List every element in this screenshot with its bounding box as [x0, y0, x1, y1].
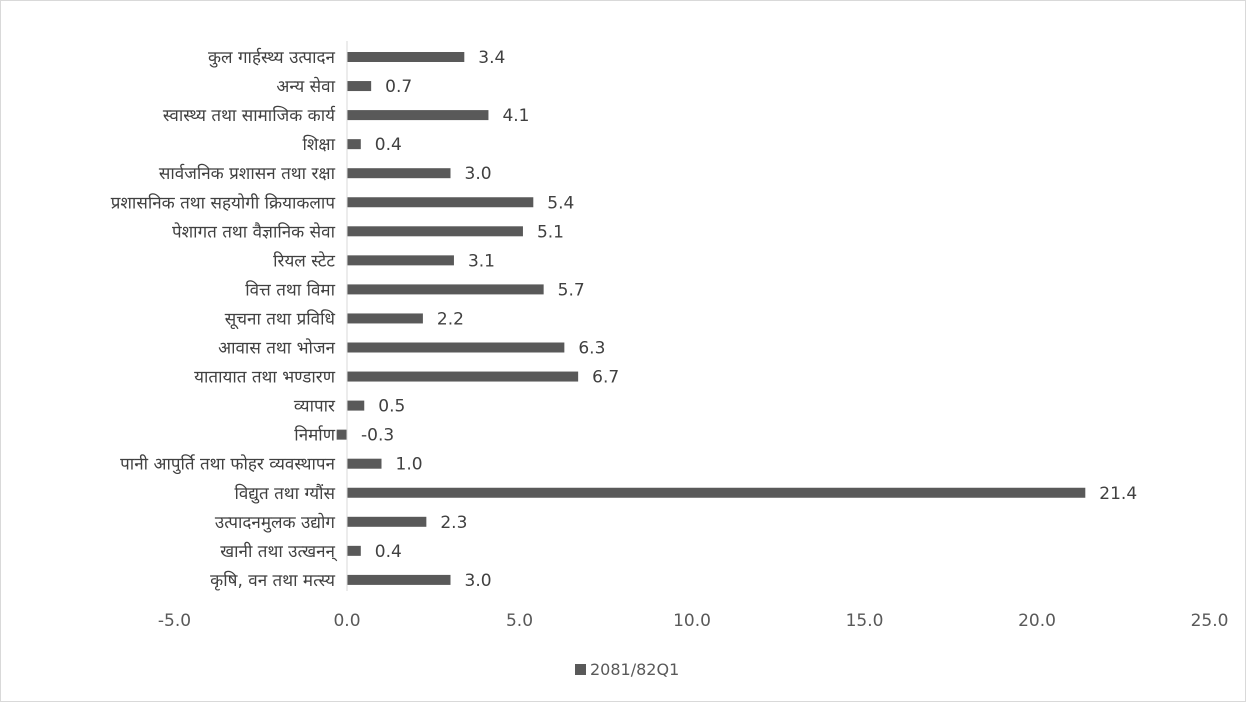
category-label: पेशागत तथा वैज्ञानिक सेवा	[172, 221, 336, 242]
x-tick-label: 5.0	[506, 611, 533, 631]
data-labels-group: 3.4 0.7 4.1 0.4 3.0 5.4 5.1 3.1 5.7 2.2 6.3 6.7 0.5 -…	[361, 48, 1137, 591]
bar	[347, 545, 361, 556]
data-label: 4.1	[502, 106, 529, 126]
category-label: आवास तथा भोजन	[218, 338, 335, 359]
bar	[347, 81, 372, 92]
legend-label: 2081/82Q1	[590, 660, 679, 679]
data-label: 1.0	[396, 455, 423, 475]
bar	[347, 487, 1086, 498]
category-label: स्वास्थ्य तथा सामाजिक कार्य	[163, 105, 336, 126]
category-label: सार्वजनिक प्रशासन तथा रक्षा	[159, 163, 336, 184]
data-label: 6.3	[578, 339, 605, 359]
data-label: 3.4	[478, 48, 505, 68]
legend: 2081/82Q1	[575, 660, 679, 679]
category-label: उत्पादनमुलक उद्योग	[215, 512, 335, 533]
bar	[347, 139, 361, 150]
x-tick-label: 25.0	[1191, 611, 1229, 631]
data-label: 3.1	[468, 251, 495, 271]
category-label: यातायात तथा भण्डारण	[194, 368, 336, 388]
category-labels-group: कुल गार्हस्थ्य उत्पादन अन्य सेवा स्वास्थ्य…	[111, 47, 338, 591]
data-label: 0.4	[375, 135, 402, 155]
data-label: 2.2	[437, 309, 464, 329]
x-tick-label: 15.0	[846, 611, 884, 631]
bar	[347, 342, 565, 353]
x-tick-labels-group: -5.0 0.0 5.0 10.0 15.0 20.0 25.0	[158, 611, 1229, 631]
data-label: 5.7	[558, 280, 585, 300]
x-tick-label: 20.0	[1018, 611, 1056, 631]
bar	[347, 516, 427, 527]
bar	[347, 284, 544, 295]
bar	[347, 226, 523, 237]
bar	[347, 52, 465, 62]
bar	[347, 371, 579, 382]
bar	[347, 574, 451, 585]
bar	[347, 458, 382, 469]
bar	[347, 313, 423, 324]
category-label: कृषि, वन तथा मत्स्य	[210, 570, 336, 591]
bar	[347, 110, 489, 121]
data-label: 0.4	[375, 542, 402, 562]
category-label: खानी तथा उत्खनन्	[220, 541, 338, 562]
category-label: विद्युत तथा ग्यौंस	[234, 483, 335, 504]
data-label: 3.0	[465, 164, 492, 184]
category-label: व्यापार	[294, 397, 336, 417]
bar	[347, 168, 451, 179]
data-label: 6.7	[592, 368, 619, 388]
category-label: वित्त तथा विमा	[245, 279, 335, 300]
data-label: 5.1	[537, 222, 564, 242]
category-label: निर्माण	[294, 425, 335, 446]
bar	[347, 197, 534, 208]
category-label: पानी आपुर्ति तथा फोहर व्यवस्थापन	[120, 454, 335, 475]
bar	[336, 429, 347, 440]
category-label: प्रशासनिक तथा सहयोगी क्रियाकलाप	[111, 192, 336, 213]
category-label: कुल गार्हस्थ्य उत्पादन	[208, 47, 336, 68]
category-label: शिक्षा	[302, 134, 335, 155]
data-label: 0.7	[385, 77, 412, 97]
data-label: -0.3	[361, 426, 394, 446]
legend-swatch	[575, 664, 586, 675]
bars-group	[336, 52, 1086, 585]
x-tick-label: -5.0	[158, 611, 191, 631]
data-label: 2.3	[440, 513, 467, 533]
data-label: 5.4	[547, 193, 574, 213]
category-label: अन्य सेवा	[276, 76, 335, 97]
x-tick-label: 10.0	[673, 611, 711, 631]
bar	[347, 400, 365, 411]
category-label: सूचना तथा प्रविधि	[225, 308, 336, 329]
data-label: 0.5	[378, 397, 405, 417]
bar	[347, 255, 454, 266]
x-tick-label: 0.0	[333, 611, 360, 631]
data-label: 21.4	[1099, 484, 1137, 504]
data-label: 3.0	[465, 571, 492, 591]
category-label: रियल स्टेट	[273, 250, 335, 271]
